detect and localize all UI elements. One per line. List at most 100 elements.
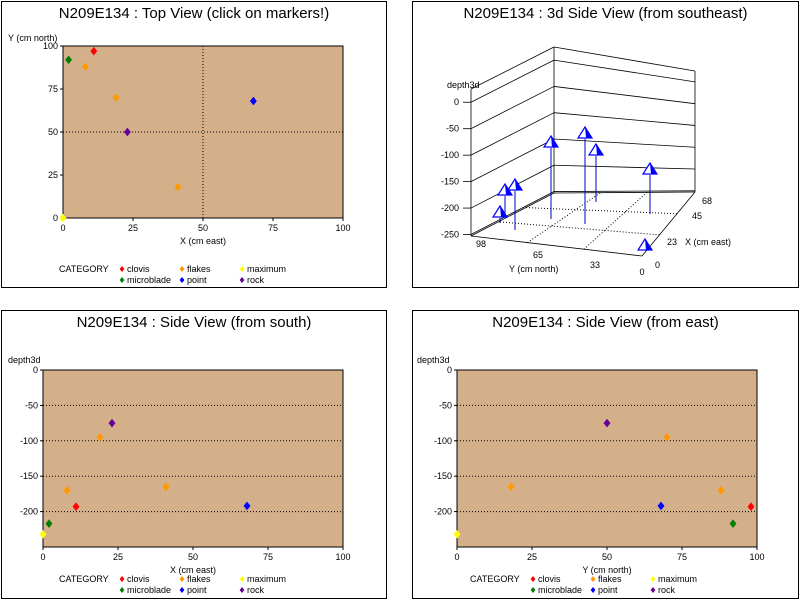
data-point-maximum[interactable] (59, 213, 67, 223)
x-tick-label: 75 (677, 552, 687, 562)
legend-label-clovis: clovis (127, 574, 150, 584)
y-axis-label: Y (cm north) (8, 33, 57, 43)
marker-cone-shade-flakes (515, 179, 522, 190)
chart-svg: 0 25 50 75 100 0 25 50 75 100 X (cm east) Y (cm nor… (8, 33, 351, 285)
data-point-clovis (747, 502, 755, 512)
legend-marker-rock (239, 587, 245, 593)
marker-cone-shade-flakes (551, 136, 558, 147)
legend-marker-point (179, 587, 185, 593)
legend-label-point: point (598, 585, 618, 595)
y-tick-label: 50 (48, 127, 58, 137)
legend-marker-clovis (119, 576, 125, 582)
floor-gridline (498, 221, 660, 236)
cube-edge (641, 191, 696, 257)
data-point-microblade[interactable] (65, 55, 73, 65)
x-tick-label: 25 (527, 552, 537, 562)
chart-title: N209E134 : Side View (from east) (492, 314, 719, 331)
x-tick-label: 50 (198, 223, 208, 233)
legend-label-clovis: clovis (127, 264, 150, 274)
data-point-maximum (39, 529, 47, 539)
data-point-microblade (729, 519, 737, 529)
chart-svg: 0 -50 -100 -150 -200 -250 depth3d 98 65 33 0 Y (cm … (441, 46, 731, 277)
z-tick-label: -250 (441, 230, 459, 240)
data-point-rock[interactable] (123, 127, 131, 137)
depth-gridline (470, 191, 555, 235)
data-point-flakes[interactable] (174, 182, 182, 192)
marker-cone-shade-point (596, 144, 603, 155)
data-point-flakes (63, 485, 71, 495)
chart-title: N209E134 : 3d Side View (from southeast) (463, 5, 748, 22)
legend-marker-clovis (119, 266, 125, 272)
legend-label-microblade: microblade (538, 585, 582, 595)
data-point-flakes (507, 482, 515, 492)
y-axis-label: depth3d (417, 355, 450, 365)
legend-marker-maximum (239, 576, 245, 582)
legend-label-microblade: microblade (127, 585, 171, 595)
x-tick-label: 25 (128, 223, 138, 233)
x-tick-label: 0 (40, 552, 45, 562)
data-point-point[interactable] (249, 96, 257, 106)
z-tick-label: -200 (441, 203, 459, 213)
y-tick-label: 98 (476, 239, 486, 249)
y-tick-label: -200 (434, 507, 452, 517)
y-axis-label: depth3d (8, 355, 41, 365)
y-tick-label: 0 (53, 213, 58, 223)
depth-gridline (553, 112, 696, 126)
data-point-flakes[interactable] (81, 62, 89, 72)
legend-marker-microblade (119, 587, 125, 593)
z-tick-label: -50 (446, 124, 459, 134)
y-tick-label: -50 (25, 400, 38, 410)
legend-label-point: point (187, 275, 207, 285)
legend-label-flakes: flakes (187, 264, 211, 274)
data-point-clovis[interactable] (90, 46, 98, 56)
legend-marker-clovis (530, 576, 536, 582)
legend-title: CATEGORY (59, 574, 109, 584)
marker-cone-shade-microblade (500, 206, 507, 217)
y-axis-label: Y (cm north) (509, 264, 558, 274)
y-tick-label: 100 (43, 41, 58, 51)
depth-gridline (470, 59, 555, 103)
x-axis-label: X (cm east) (685, 237, 731, 247)
x-tick-label: 50 (602, 552, 612, 562)
x-tick-label: 0 (655, 260, 660, 270)
chart-panel-top-view: N209E134 : Top View (click on markers!) … (1, 1, 387, 288)
depth-gridline (470, 138, 555, 182)
legend-marker-rock (650, 587, 656, 593)
legend-marker-point (179, 277, 185, 283)
x-axis-label: X (cm east) (180, 236, 226, 246)
depth-gridline (553, 190, 696, 192)
legend-label-clovis: clovis (538, 574, 561, 584)
legend-label-maximum: maximum (247, 264, 286, 274)
legend-marker-maximum (650, 576, 656, 582)
y-tick-label: -100 (20, 436, 38, 446)
chart-panel-side-south: N209E134 : Side View (from south) 0 -50 -1… (1, 310, 387, 599)
legend-label-rock: rock (247, 275, 265, 285)
floor-gridline (527, 192, 601, 244)
legend-label-flakes: flakes (598, 574, 622, 584)
x-tick-label: 25 (113, 552, 123, 562)
data-point-flakes (96, 432, 104, 442)
legend-label-microblade: microblade (127, 275, 171, 285)
depth-gridline (470, 86, 555, 130)
legend-marker-point (590, 587, 596, 593)
data-point-maximum (453, 529, 461, 539)
data-point-flakes[interactable] (112, 93, 120, 103)
marker-cone-shade-rock (650, 163, 657, 174)
depth-gridline (470, 112, 555, 156)
data-point-microblade (45, 519, 53, 529)
chart-svg: 0 -50 -100 -150 -200 0 25 50 75 100 X (cm east) dep… (8, 355, 351, 595)
y-tick-label: -50 (439, 400, 452, 410)
depth-gridline (553, 86, 696, 105)
legend-label-maximum: maximum (658, 574, 697, 584)
data-point-flakes (663, 432, 671, 442)
x-tick-label: 100 (335, 552, 350, 562)
x-tick-label: 68 (702, 196, 712, 206)
depth-gridline (553, 138, 696, 148)
plot-area (42, 369, 344, 548)
marker-cone-shade-maximum (645, 239, 652, 250)
legend-marker-rock (239, 277, 245, 283)
z-axis-label: depth3d (447, 80, 480, 90)
x-tick-label: 75 (268, 223, 278, 233)
x-tick-label: 45 (692, 211, 702, 221)
cube-edge (470, 46, 555, 90)
